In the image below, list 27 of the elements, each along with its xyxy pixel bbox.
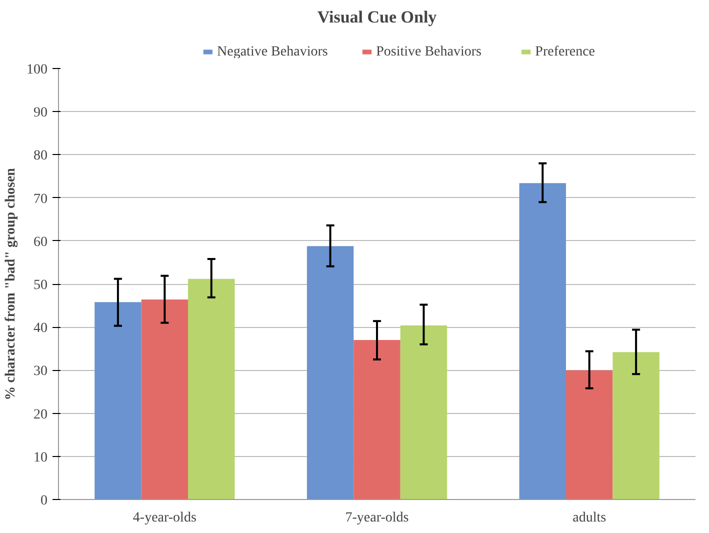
y-tick-label: 80	[34, 148, 48, 164]
bar	[612, 352, 660, 500]
y-tick-label: 60	[34, 234, 48, 250]
y-tick-label: 0	[40, 494, 48, 508]
y-axis-title: % character from "bad" group chosen	[4, 168, 18, 400]
bar	[188, 278, 235, 500]
legend-label: Positive Behaviors	[376, 44, 482, 60]
y-tick-label: 40	[34, 321, 48, 336]
y-tick-label: 20	[34, 407, 48, 422]
bar	[94, 302, 142, 500]
bar	[354, 340, 400, 500]
x-tick-label: 4-year-olds	[132, 510, 196, 526]
y-tick-label: 10	[34, 450, 48, 466]
bar	[306, 246, 354, 500]
y-tick-label: 30	[34, 364, 48, 380]
y-tick-label: 90	[34, 106, 48, 121]
x-tick-label: 7-year-olds	[345, 510, 409, 526]
y-tick-label: 100	[26, 62, 48, 78]
legend-label: Preference	[535, 44, 595, 60]
y-tick-label: 50	[34, 278, 48, 293]
y-tick-label: 70	[34, 192, 48, 207]
bar	[400, 325, 448, 500]
bar	[141, 300, 188, 500]
bar	[519, 183, 566, 500]
x-tick-label: adults	[572, 510, 606, 526]
chart-title: Visual Cue Only	[317, 8, 438, 26]
bar	[566, 370, 613, 500]
